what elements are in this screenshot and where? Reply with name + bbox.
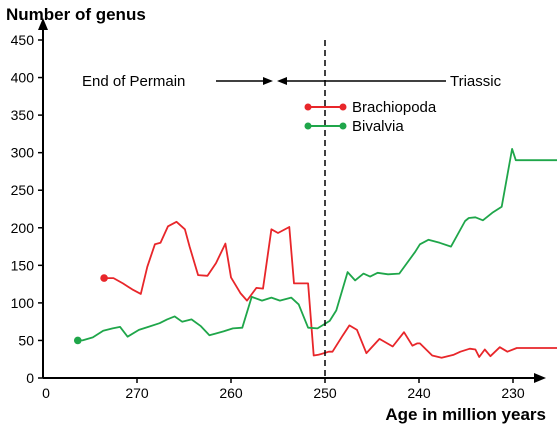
legend-marker-brachiopoda-start bbox=[304, 103, 312, 111]
y-tick-label-100: 100 bbox=[11, 295, 35, 311]
y-tick-label-400: 400 bbox=[11, 70, 35, 86]
legend-marker-bivalvia-start bbox=[304, 122, 312, 130]
x-tick-label-240: 240 bbox=[407, 385, 431, 401]
legend-item-brachiopoda: Brachiopoda bbox=[304, 99, 437, 116]
y-tick-label-300: 300 bbox=[11, 145, 35, 161]
x-tick-label-270: 270 bbox=[125, 385, 149, 401]
x-tick-label-250: 250 bbox=[313, 385, 337, 401]
end-of-permian-label: End of Permain bbox=[82, 73, 185, 90]
right-annotation-arrowhead bbox=[277, 77, 287, 85]
y-tick-label-450: 450 bbox=[11, 32, 35, 48]
series-line-brachiopoda bbox=[104, 220, 557, 359]
legend: Brachiopoda Bivalvia bbox=[304, 99, 437, 135]
x-axis-ticks: 270 260 250 240 230 bbox=[125, 378, 525, 401]
x-tick-label-260: 260 bbox=[219, 385, 243, 401]
y-tick-label-350: 350 bbox=[11, 107, 35, 123]
x-axis-arrowhead bbox=[534, 373, 546, 383]
series-line-bivalvia bbox=[77, 147, 557, 342]
y-axis-title: Number of genus bbox=[6, 5, 146, 24]
legend-marker-bivalvia-end bbox=[339, 122, 347, 130]
y-tick-label-150: 150 bbox=[11, 257, 35, 273]
y-axis-arrowhead bbox=[38, 18, 48, 30]
x-zero-tick-label: 0 bbox=[42, 385, 50, 401]
series-marker-brachiopoda-start bbox=[100, 274, 108, 282]
series-layer bbox=[73, 147, 557, 359]
y-tick-label-200: 200 bbox=[11, 220, 35, 236]
y-tick-label-50: 50 bbox=[18, 332, 34, 348]
triassic-label: Triassic bbox=[450, 73, 502, 90]
legend-label-brachiopoda: Brachiopoda bbox=[352, 99, 437, 116]
y-tick-label-0: 0 bbox=[26, 370, 34, 386]
legend-marker-brachiopoda-end bbox=[339, 103, 347, 111]
x-axis-title: Age in million years bbox=[385, 405, 546, 424]
left-annotation-arrowhead bbox=[263, 77, 273, 85]
y-tick-label-250: 250 bbox=[11, 182, 35, 198]
y-axis-ticks: 0 50 100 150 200 250 300 350 400 450 bbox=[11, 32, 43, 386]
series-marker-bivalvia-start bbox=[73, 336, 82, 345]
legend-label-bivalvia: Bivalvia bbox=[352, 118, 404, 135]
legend-item-bivalvia: Bivalvia bbox=[304, 118, 404, 135]
x-tick-label-230: 230 bbox=[501, 385, 525, 401]
